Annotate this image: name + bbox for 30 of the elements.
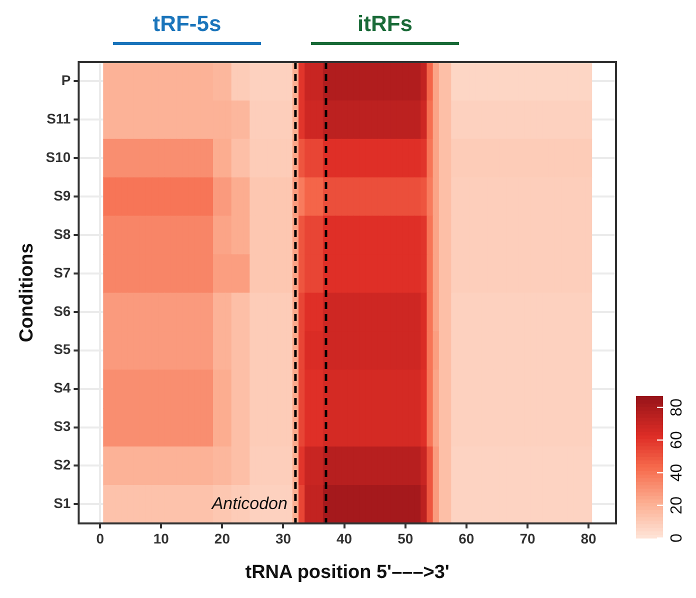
y-tick-label: S5 — [54, 341, 71, 358]
x-axis-title: tRNA position 5'–––>3' — [245, 562, 450, 583]
x-tick-label: 60 — [458, 530, 474, 547]
y-tick-label: S11 — [46, 110, 71, 127]
y-tick-label: S6 — [54, 302, 71, 319]
color-bar-label: 80 — [668, 398, 686, 416]
y-tick-label: S7 — [54, 264, 71, 280]
y-tick-label: S8 — [54, 226, 71, 242]
y-tick-label: S1 — [54, 495, 71, 512]
text: tRF-5s — [152, 10, 222, 38]
x-tick-label: 0 — [96, 530, 104, 547]
y-tick-label: S4 — [54, 380, 71, 396]
color-bar-label: 20 — [668, 496, 686, 514]
x-tick-label: 70 — [520, 530, 536, 547]
y-axis-title: Conditions — [16, 243, 38, 342]
y-tick-label: P — [61, 72, 71, 88]
text: itRFs — [356, 10, 414, 38]
x-tick-label: 30 — [275, 530, 292, 547]
y-tick-label: S10 — [46, 148, 71, 165]
x-tick-label: 40 — [336, 530, 352, 547]
color-bar-label: 40 — [668, 464, 686, 482]
x-tick-label: 80 — [580, 530, 597, 547]
y-tick-label: S9 — [54, 187, 71, 204]
x-tick-label: 10 — [153, 530, 170, 547]
y-tick-label: S2 — [54, 456, 71, 473]
y-tick-label: S3 — [54, 418, 71, 434]
color-bar-label: 60 — [668, 431, 686, 449]
annotation: Anticodon — [210, 494, 288, 513]
x-tick-label: 50 — [398, 530, 414, 547]
x-tick-label: 20 — [214, 530, 230, 547]
